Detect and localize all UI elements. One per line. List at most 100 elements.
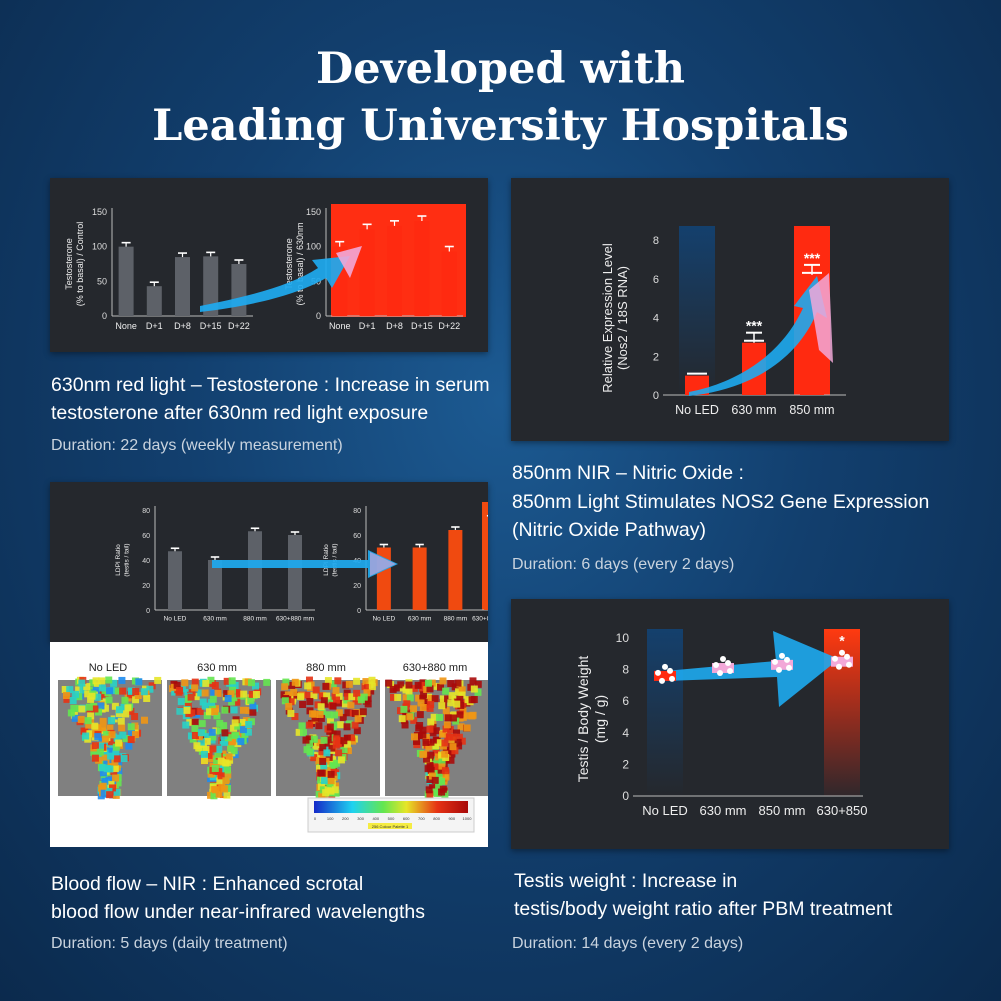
heatmap-cell (225, 753, 233, 761)
heatmap-cell (97, 737, 105, 745)
heatmap-cell (343, 723, 351, 731)
heatmap-cell (208, 728, 216, 736)
heatmap-cell (244, 728, 252, 736)
heatmap-cell (201, 689, 209, 697)
testis-caption-line2: testis/body weight ratio after PBM treat… (514, 898, 893, 920)
heatmap-cell (221, 706, 229, 714)
heatmap-cell (436, 739, 444, 747)
heatmap-cell (344, 693, 352, 701)
heatmap-cell (415, 694, 423, 702)
heatmap-cell (291, 713, 299, 721)
x-tick-label: 630+880 mm (472, 616, 488, 623)
heatmap-cell (309, 710, 317, 718)
heatmap-cell (323, 749, 331, 757)
heatmap-cell (80, 727, 88, 735)
data-point (662, 663, 668, 670)
data-point (846, 661, 852, 668)
heatmap-cell (212, 727, 220, 735)
heatmap-cell (337, 756, 345, 764)
colorbar-tick-label: 1000 (463, 816, 473, 821)
highlight-arrowhead (336, 246, 362, 278)
data-point (784, 656, 790, 663)
x-tick-label: 850 mm (789, 403, 834, 417)
heatmap-cell (94, 733, 102, 741)
x-tick-label: 850 mm (759, 803, 806, 818)
heatmap-cell (146, 685, 154, 693)
heatmap-cell (96, 748, 104, 756)
heatmap-cell (315, 722, 323, 730)
heatmap-cell (209, 695, 217, 703)
heatmap-cell (368, 683, 376, 691)
trend-arrow (200, 256, 350, 312)
heatmap-cell (449, 714, 457, 722)
y-tick-label: 8 (622, 663, 629, 677)
bar (387, 225, 402, 316)
bloodflow-duration: Duration: 5 days (daily treatment) (51, 935, 288, 952)
heatmap-cell (449, 733, 457, 741)
heatmap-cell (330, 711, 338, 719)
heatmap-cell (119, 731, 127, 739)
heatmap-cell (132, 730, 140, 738)
heatmap-cell (118, 676, 126, 684)
y-tick-label: 6 (653, 274, 659, 286)
heatmap-cell (427, 751, 435, 759)
heatmap-cell (426, 704, 434, 712)
heatmap-cell (119, 687, 127, 695)
heatmap-cell (306, 692, 314, 700)
heatmap-cell (99, 724, 107, 732)
heatmap-cell (127, 736, 135, 744)
heatmap-cell (425, 786, 433, 794)
heatmap-cell (430, 788, 438, 796)
heatmap-cell (431, 695, 439, 703)
heatmap-cell (181, 679, 189, 687)
heatmap-cell (322, 682, 330, 690)
heatmap-cell (400, 705, 408, 713)
heatmap-cell (441, 739, 449, 747)
heatmap-cell (424, 765, 432, 773)
heatmap-cell (344, 747, 352, 755)
heatmap-cell (323, 767, 331, 775)
heatmap-cell (326, 717, 334, 725)
heatmap-cell (113, 734, 121, 742)
heatmap-cell (320, 736, 328, 744)
bar (412, 547, 427, 610)
heatmap-cell (325, 753, 333, 761)
y-tick-label: 60 (142, 533, 150, 540)
heatmap-cell (99, 769, 107, 777)
colorbar-tick-label: 400 (372, 816, 379, 821)
x-tick-label: 630+850 (817, 803, 868, 818)
heatmap-cell (364, 684, 372, 692)
heatmap-cell (348, 734, 356, 742)
colorbar-tick-label: 800 (433, 816, 440, 821)
heatmap-cell (78, 705, 86, 713)
nos2-chart: 0 2 4 6 8 Relative Expression Level (Nos2 / 18… (600, 226, 846, 417)
mean-box (831, 656, 853, 667)
heatmap-cell (199, 698, 207, 706)
heatmap-cell (324, 700, 332, 708)
x-tick-label: 630 mm (700, 803, 747, 818)
heatmap-cell (122, 710, 130, 718)
heatmap-cell (124, 704, 132, 712)
heatmap-cell (419, 731, 427, 739)
y-axis-label: LDPI Ratio (323, 544, 330, 576)
y-tick-label: 60 (353, 533, 361, 540)
heatmap-cell (201, 757, 209, 765)
y-axis-label: LDPI Ratio (115, 544, 122, 576)
heatmap-cell (422, 738, 430, 746)
heatmap-cell (344, 709, 352, 717)
heatmap-cell (92, 677, 100, 685)
heatmap-cell (217, 772, 225, 780)
heatmap-cell (419, 726, 427, 734)
heatmap-cell (352, 695, 360, 703)
x-tick-label: D+22 (438, 321, 460, 331)
heatmap-cell (290, 688, 298, 696)
heatmap-cell (176, 687, 184, 695)
colorbar-caption: 256 Colour Palette 1 (372, 824, 409, 829)
heatmap-cell (424, 679, 432, 687)
heatmap-cell (101, 749, 109, 757)
nos2-caption-line1: 850nm NIR – Nitric Oxide : (512, 462, 744, 484)
heatmap-cell (85, 721, 93, 729)
bloodflow-caption-line2: blood flow under near-infrared wavelengt… (51, 901, 425, 923)
colorbar-tick-label: 700 (418, 816, 425, 821)
heatmap-cell (438, 763, 446, 771)
